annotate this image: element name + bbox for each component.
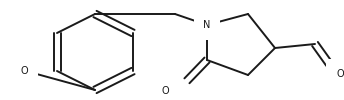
Text: O: O (336, 69, 344, 79)
Text: N: N (203, 20, 211, 30)
Text: O: O (20, 66, 28, 76)
Text: O: O (161, 86, 169, 96)
